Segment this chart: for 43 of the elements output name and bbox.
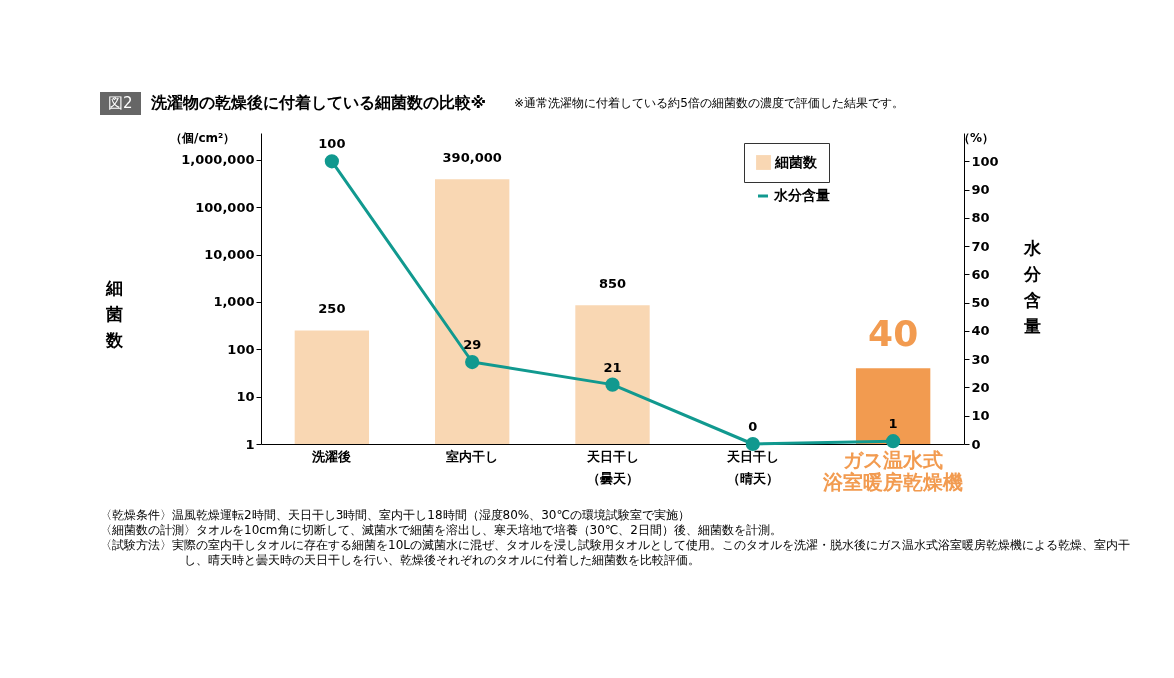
y-tick-label: 10 [236,389,255,405]
y2-tick-label: 20 [971,379,990,395]
y-tick-label: 1 [245,436,255,452]
data-label: 390,000 [442,150,502,166]
y-tick-label: 100,000 [195,199,255,215]
data-label: 100 [318,136,346,152]
y2-tick-label: 30 [971,351,990,367]
text: （個/cm²） [170,130,236,147]
x-tick-label: 天日干し（曇天） [585,448,639,486]
y-tick-label: 10,000 [204,247,255,263]
data-label: 250 [318,301,346,317]
y2-tick-label: 50 [971,295,990,311]
x-tick-label: 天日干し（晴天） [725,448,779,486]
chart-title: 図2 洗濯物の乾燥後に付着している細菌数の比較※ [108,93,487,112]
y-tick-label: 100 [227,341,255,357]
y2-tick-label: 0 [971,436,981,452]
text: 〈細菌数の計測〉タオルを10cm角に切断して、滅菌水で細菌を溶出し、寒天培地で培養（30℃、2日間）後、細菌数を計測。 [100,523,783,538]
y-tick-label: 1,000 [213,294,255,310]
text: ※通常洗濯物に付着している約5倍の細菌数の濃度で評価した結果です。 [514,95,904,112]
y2-tick-label: 70 [971,238,990,254]
y-tick-label: 1,000,000 [181,152,255,168]
y2-tick-label: 10 [971,408,990,424]
text: 〈乾燥条件〉温風乾燥運転2時間、天日干し3時間、室内干し18時間（湿度80%、30℃の環境試験室で実施） [100,508,691,523]
x-tick-label: 室内干し [446,448,499,464]
x-tick-label: 洗濯後 [311,448,352,464]
y2-tick-label: 90 [971,182,990,198]
x-tick-label: ガス温水式浴室暖房乾燥機 [822,447,964,494]
data-label: 29 [463,337,482,353]
y2-tick-label: 40 [971,323,990,339]
data-label: 21 [603,359,622,375]
y2-tick-label: 80 [971,210,990,226]
legend-label: 細菌数 [774,153,818,170]
text: 〈試験方法〉実際の室内干しタオルに存在する細菌を10Lの滅菌水に混ぜ、タオルを浸し試験用タオルとして使用。このタオルを洗濯・脱水後にガス温水式浴室暖房乾燥機による乾燥、室内干し、晴天時と曇天時の天日干しを行い、乾燥後それぞれのタオルに付着した細菌数を比較評価。 [100,538,1131,568]
data-label: 0 [748,419,758,434]
annotation: （%） [958,130,995,147]
y2-axis-title: 水分含量 [1023,238,1042,336]
y2-tick-label: 100 [971,153,999,169]
legend-label: 水分含量 [773,187,830,203]
data-label: 1 [888,416,898,432]
y-axis-title: 細菌数 [104,278,124,350]
y2-tick-label: 60 [971,266,990,282]
data-label: 850 [598,276,627,292]
data-label: 40 [868,313,919,355]
